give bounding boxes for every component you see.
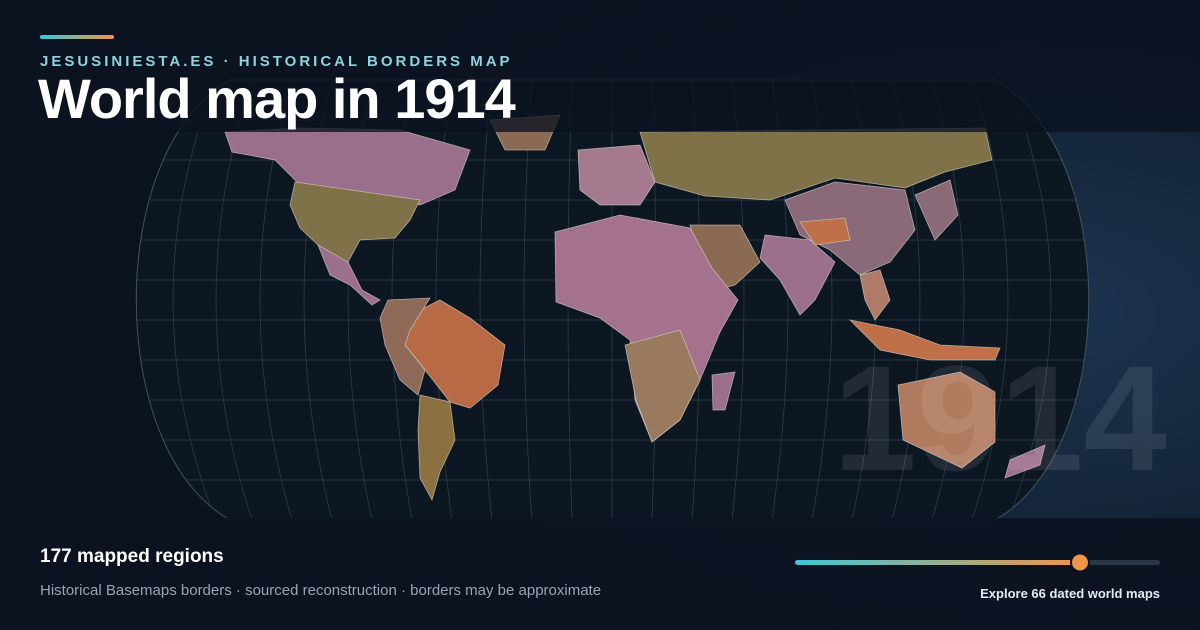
- slider-knob[interactable]: [1070, 552, 1090, 573]
- accent-bar: [40, 35, 114, 39]
- world-map: [135, 79, 1090, 521]
- page-title: World map in 1914: [38, 67, 516, 130]
- header-band: [0, 0, 1200, 132]
- timeline-slider[interactable]: [795, 552, 1160, 573]
- slider-fill: [795, 560, 1080, 565]
- source-note: Historical Basemaps borders · sourced re…: [40, 582, 601, 599]
- explore-link[interactable]: Explore 66 dated world maps: [980, 586, 1160, 601]
- eyebrow: JESUSINIESTA.ES · HISTORICAL BORDERS MAP: [40, 53, 513, 70]
- year-watermark: 1914: [833, 334, 1167, 502]
- region-count: 177 mapped regions: [40, 546, 224, 567]
- footer-band: [0, 518, 1200, 630]
- land-regions: [224, 114, 1046, 502]
